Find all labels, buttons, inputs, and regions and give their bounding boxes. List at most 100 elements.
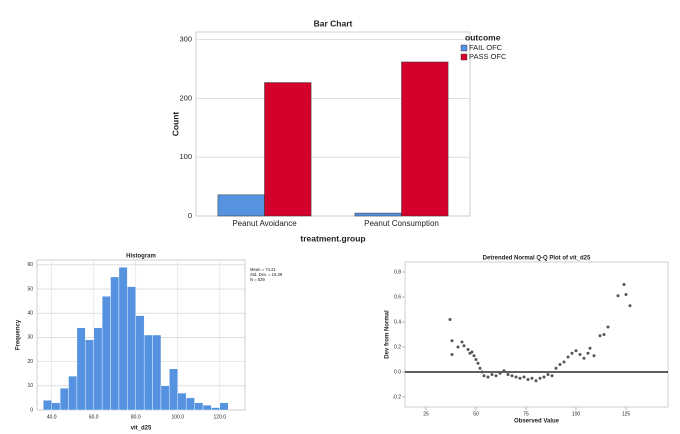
y-axis-label: Dev from Normal [385,310,391,359]
histogram-bar [211,407,220,411]
x-axis-label: Observed Value [514,419,560,425]
y-tick-label: 200 [179,93,192,102]
point [472,354,476,358]
bar [217,194,265,217]
stats-annotation: Mean = 74.21 [250,267,276,272]
histogram-bar [51,402,61,411]
y-tick-label: 20 [27,359,33,365]
histogram-bar [118,267,128,411]
point [628,304,632,308]
x-tick-label: 80.0 [131,414,141,420]
point [582,356,586,360]
histogram-bar [127,286,136,411]
legend-title: outcome [465,32,501,42]
x-axis-label: vit_d25 [131,426,152,432]
point [616,294,620,298]
point [462,344,466,348]
bar [401,61,449,217]
y-tick-label: 0 [188,211,192,220]
point [570,351,574,355]
point [474,358,478,361]
chart-title: Bar Chart [314,18,353,28]
histogram-bar [85,339,94,411]
x-tick-label: 25 [423,411,429,417]
y-tick-label: 0 [30,407,33,413]
point [478,366,482,370]
x-tick-label: Peanut Avoidance [232,219,297,228]
point [476,361,480,365]
point [514,375,518,379]
point [550,374,554,378]
point [498,371,502,375]
point [510,374,514,378]
point [490,373,494,376]
y-tick-label: 0.6 [394,294,401,300]
x-tick-label: 100.0 [172,414,185,420]
chart-title: Detrended Normal Q-Q Plot of vit_d25 [483,256,591,262]
point [554,366,558,370]
histogram-bar [135,315,145,411]
point [522,375,526,379]
histogram-bar [194,402,204,411]
point [448,318,452,321]
y-tick-label: 0.4 [394,319,401,325]
legend-swatch [460,44,468,52]
histogram-bar [202,404,212,411]
y-tick-label: 0.8 [394,269,401,275]
bar [354,212,402,217]
histogram-bar [219,402,229,411]
bar [264,82,312,217]
point [606,325,610,329]
x-axis-label: treatment.group [300,233,365,243]
y-tick-label: 100 [179,152,192,161]
point [466,348,470,351]
point [470,350,474,354]
point [574,349,578,353]
y-tick-label: 40 [27,311,33,317]
chart-title: Histogram [126,254,156,260]
legend-label: FAIL OFC [469,43,503,52]
histogram-bar [59,388,69,411]
y-tick-label: -0.2 [392,394,401,400]
point [558,363,562,366]
histogram-bar [177,392,187,411]
histogram-bar [185,397,195,411]
y-tick-label: 0.0 [394,369,401,375]
point [518,376,522,380]
point [586,351,590,355]
point [486,375,490,379]
point [546,373,550,376]
point [566,355,570,359]
histogram-bar [101,296,111,411]
legend-label: PASS OFC [469,52,507,61]
y-tick-label: 30 [27,335,33,341]
point [538,376,542,380]
x-tick-label: 120.0 [214,414,227,420]
point [534,379,538,383]
point [456,345,460,349]
point [482,374,486,378]
point [526,378,530,381]
point [542,375,546,379]
point [592,354,596,358]
x-tick-label: 40.0 [47,414,57,420]
x-tick-label: Peanut Consumption [364,219,439,228]
stats-annotation: Std. Dev. = 15.39 [250,272,283,277]
point [562,360,566,364]
y-tick-label: 50 [27,286,33,292]
x-tick-label: 100 [572,411,581,417]
point [494,374,498,378]
y-axis-label: Frequency [16,319,22,350]
point [460,340,464,344]
point [502,369,506,373]
point [480,370,484,374]
histogram-bar [76,327,86,411]
point [578,353,582,356]
point [530,376,534,380]
point [624,293,628,296]
histogram-bar [143,334,153,411]
stats-annotation: N = 529 [250,277,265,282]
point [450,353,454,356]
x-tick-label: 125 [622,411,631,417]
